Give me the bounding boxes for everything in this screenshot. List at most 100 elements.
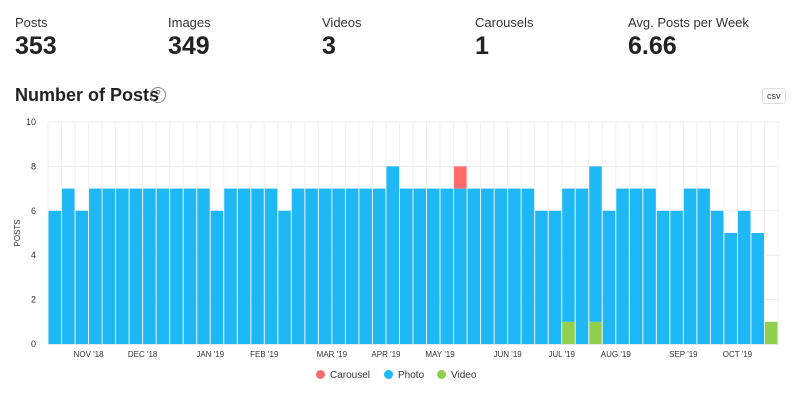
bar-photo bbox=[535, 210, 548, 344]
bar-photo bbox=[508, 188, 521, 344]
bar-photo bbox=[399, 188, 413, 344]
bar-photo bbox=[210, 210, 224, 344]
bar-photo bbox=[616, 188, 629, 344]
bar-photo bbox=[467, 188, 481, 344]
bar-photo bbox=[224, 188, 237, 344]
section-title: Number of Posts bbox=[15, 85, 160, 105]
legend-label: Photo bbox=[398, 370, 425, 381]
stat-label: Posts bbox=[15, 15, 48, 30]
legend-swatch bbox=[384, 370, 393, 379]
bar-photo bbox=[143, 188, 156, 344]
bar-photo bbox=[521, 188, 535, 344]
y-tick-label: 4 bbox=[31, 250, 36, 260]
bar-photo bbox=[62, 188, 75, 344]
stat-carousels: Carousels 1 bbox=[475, 15, 534, 60]
y-tick-label: 8 bbox=[31, 161, 36, 171]
bar-photo bbox=[359, 188, 372, 344]
bar-photo bbox=[629, 188, 643, 344]
bar-photo bbox=[89, 188, 102, 344]
bar-photo bbox=[170, 188, 183, 344]
bar-photo bbox=[724, 233, 737, 344]
x-tick-label: JUN '19 bbox=[494, 350, 523, 359]
bar-photo bbox=[291, 188, 305, 344]
bar-photo bbox=[278, 210, 291, 344]
bar-photo bbox=[589, 166, 602, 322]
x-tick-label: JUL '19 bbox=[548, 350, 575, 359]
stat-value: 3 bbox=[322, 32, 336, 60]
bar-photo bbox=[264, 188, 278, 344]
y-tick-label: 0 bbox=[31, 339, 36, 349]
bar-photo bbox=[183, 188, 197, 344]
x-tick-label: MAY '19 bbox=[425, 350, 455, 359]
legend-swatch bbox=[437, 370, 446, 379]
x-tick-label: SEP '19 bbox=[669, 350, 698, 359]
stat-value: 1 bbox=[475, 32, 489, 60]
bar-photo bbox=[129, 188, 143, 344]
bar-photo bbox=[656, 210, 670, 344]
y-axis-label: POSTS bbox=[13, 219, 22, 246]
bar-photo bbox=[386, 166, 399, 344]
bar-photo bbox=[670, 210, 683, 344]
stat-label: Videos bbox=[322, 15, 362, 30]
y-tick-label: 6 bbox=[31, 206, 36, 216]
bar-carousel bbox=[454, 166, 467, 189]
legend-swatch bbox=[316, 370, 325, 379]
x-tick-label: NOV '18 bbox=[74, 350, 105, 359]
bar-video bbox=[589, 321, 602, 344]
bar-photo bbox=[102, 188, 116, 344]
bar-photo bbox=[602, 210, 616, 344]
bar-video bbox=[764, 321, 778, 344]
bar-photo bbox=[562, 188, 575, 322]
stat-value: 349 bbox=[168, 32, 210, 60]
bar-photo bbox=[427, 188, 440, 344]
bar-photo bbox=[413, 188, 427, 344]
x-tick-label: JAN '19 bbox=[196, 350, 224, 359]
x-tick-label: AUG '19 bbox=[601, 350, 632, 359]
stat-avg-posts-per-week: Avg. Posts per Week 6.66 bbox=[628, 15, 749, 60]
y-tick-label: 2 bbox=[31, 295, 36, 305]
stat-images: Images 349 bbox=[168, 15, 211, 60]
legend-item-video[interactable]: Video bbox=[437, 370, 476, 382]
bar-photo bbox=[454, 188, 467, 344]
stat-posts: Posts 353 bbox=[15, 15, 57, 60]
bar-photo bbox=[643, 188, 656, 344]
stat-value: 353 bbox=[15, 32, 57, 60]
stat-label: Avg. Posts per Week bbox=[628, 15, 749, 30]
x-tick-label: MAR '19 bbox=[317, 350, 348, 359]
bar-photo bbox=[305, 188, 318, 344]
stat-label: Carousels bbox=[475, 15, 534, 30]
stat-label: Images bbox=[168, 15, 211, 30]
bar-photo bbox=[75, 210, 89, 344]
bar-photo bbox=[494, 188, 508, 344]
bar-photo bbox=[372, 188, 386, 344]
bar-photo bbox=[116, 188, 129, 344]
legend-item-photo[interactable]: Photo bbox=[384, 370, 424, 382]
bar-photo bbox=[156, 188, 170, 344]
x-tick-label: DEC '18 bbox=[128, 350, 158, 359]
x-tick-label: APR '19 bbox=[371, 350, 401, 359]
bar-photo bbox=[575, 188, 589, 344]
bar-photo bbox=[332, 188, 345, 344]
bar-photo bbox=[440, 188, 454, 344]
bar-video bbox=[562, 321, 575, 344]
question-circle-icon[interactable]: ? bbox=[150, 87, 166, 103]
x-tick-label: FEB '19 bbox=[250, 350, 279, 359]
bar-photo bbox=[737, 210, 751, 344]
stat-value: 6.66 bbox=[628, 32, 677, 60]
bar-photo bbox=[318, 188, 332, 344]
y-tick-label: 10 bbox=[26, 117, 36, 127]
bar-photo bbox=[251, 188, 264, 344]
stat-videos: Videos 3 bbox=[322, 15, 362, 60]
bar-photo bbox=[237, 188, 251, 344]
bar-photo bbox=[548, 210, 562, 344]
legend-label: Video bbox=[451, 370, 477, 381]
bar-photo bbox=[751, 233, 764, 344]
bar-photo bbox=[481, 188, 494, 344]
csv-export-button[interactable]: csv bbox=[762, 88, 786, 104]
legend-item-carousel[interactable]: Carousel bbox=[316, 370, 370, 382]
bar-photo bbox=[345, 188, 359, 344]
bar-photo bbox=[48, 210, 62, 344]
bar-photo bbox=[197, 188, 210, 344]
stats-row: Posts 353 Images 349 Videos 3 Carousels … bbox=[0, 0, 800, 60]
